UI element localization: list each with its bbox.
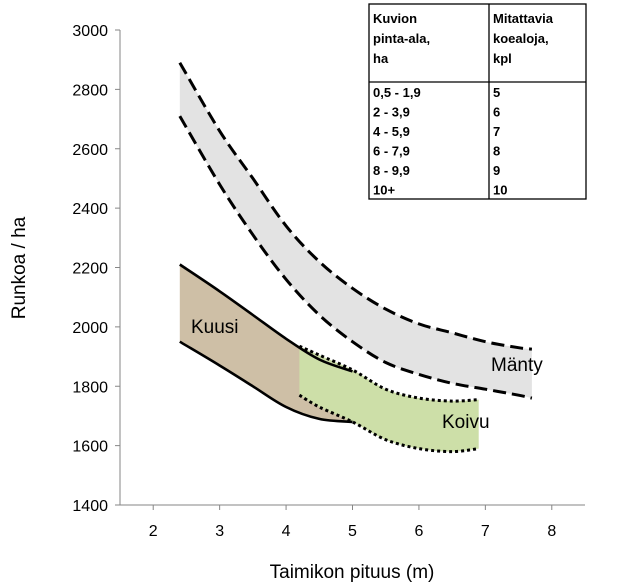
x-tick-label: 6 — [414, 523, 423, 540]
koivu-band-area — [299, 346, 479, 452]
x-tick-label: 4 — [282, 523, 291, 540]
band-labels: Mänty Kuusi Koivu — [191, 317, 543, 433]
y-tick-label: 2000 — [72, 320, 108, 337]
table-cell: 8 - 9,9 — [373, 163, 410, 178]
table-cell: 7 — [493, 124, 500, 139]
table-cell: 6 — [493, 105, 500, 120]
y-axis-title: Runkoa / ha — [9, 216, 30, 319]
plot-area — [178, 61, 533, 454]
y-tick-label: 3000 — [72, 23, 108, 40]
kuusi-band-label: Kuusi — [191, 317, 239, 338]
koeala-table: Kuvion pinta-ala, ha Mitattavia koealoja, kpl… — [368, 3, 587, 200]
m-nty-upper-line — [178, 61, 533, 351]
table-cell: 2 - 3,9 — [373, 105, 410, 120]
table-cell: 10 — [493, 183, 507, 198]
y-ticks: 1400 1600 1800 2000 2200 2400 2600 2800 3000 — [72, 23, 120, 515]
x-tick-label: 3 — [215, 523, 224, 540]
table-header-cell: ha — [373, 51, 389, 66]
table-frame — [368, 3, 587, 200]
y-tick-label: 2600 — [72, 142, 108, 159]
table-cell: 0,5 - 1,9 — [373, 85, 421, 100]
x-tick-label: 2 — [149, 523, 158, 540]
table-header-cell: koealoja, — [493, 31, 549, 46]
y-tick-label: 2800 — [72, 82, 108, 99]
y-tick-label: 2200 — [72, 261, 108, 278]
x-tick-label: 5 — [348, 523, 357, 540]
y-tick-label: 1400 — [72, 498, 108, 515]
x-axis-title: Taimikon pituus (m) — [270, 562, 435, 583]
table-header-cell: Kuvion — [373, 11, 417, 26]
x-tick-label: 8 — [547, 523, 556, 540]
m-nty-band-label: Mänty — [491, 355, 543, 376]
y-tick-label: 1600 — [72, 439, 108, 456]
table-cell: 4 - 5,9 — [373, 124, 410, 139]
x-ticks: 2 3 4 5 6 7 8 — [149, 505, 556, 540]
x-tick-label: 7 — [481, 523, 490, 540]
y-tick-label: 2400 — [72, 201, 108, 218]
table-header-cell: kpl — [493, 51, 512, 66]
table-cell: 6 - 7,9 — [373, 144, 410, 159]
koivu-band-label: Koivu — [442, 412, 490, 433]
table-cell: 5 — [493, 85, 500, 100]
table-cell: 9 — [493, 163, 500, 178]
table-header-cell: Mitattavia — [493, 11, 554, 26]
kuusi-upper-line — [179, 263, 353, 373]
table-header-cell: pinta-ala, — [373, 31, 430, 46]
kuusi-lower-line — [179, 340, 353, 424]
koivu-lower-line — [298, 393, 479, 454]
table-cell: 8 — [493, 144, 500, 159]
table-cell: 10+ — [373, 183, 395, 198]
band-lines — [178, 61, 533, 454]
koivu-upper-line — [298, 344, 479, 403]
y-tick-label: 1800 — [72, 379, 108, 396]
